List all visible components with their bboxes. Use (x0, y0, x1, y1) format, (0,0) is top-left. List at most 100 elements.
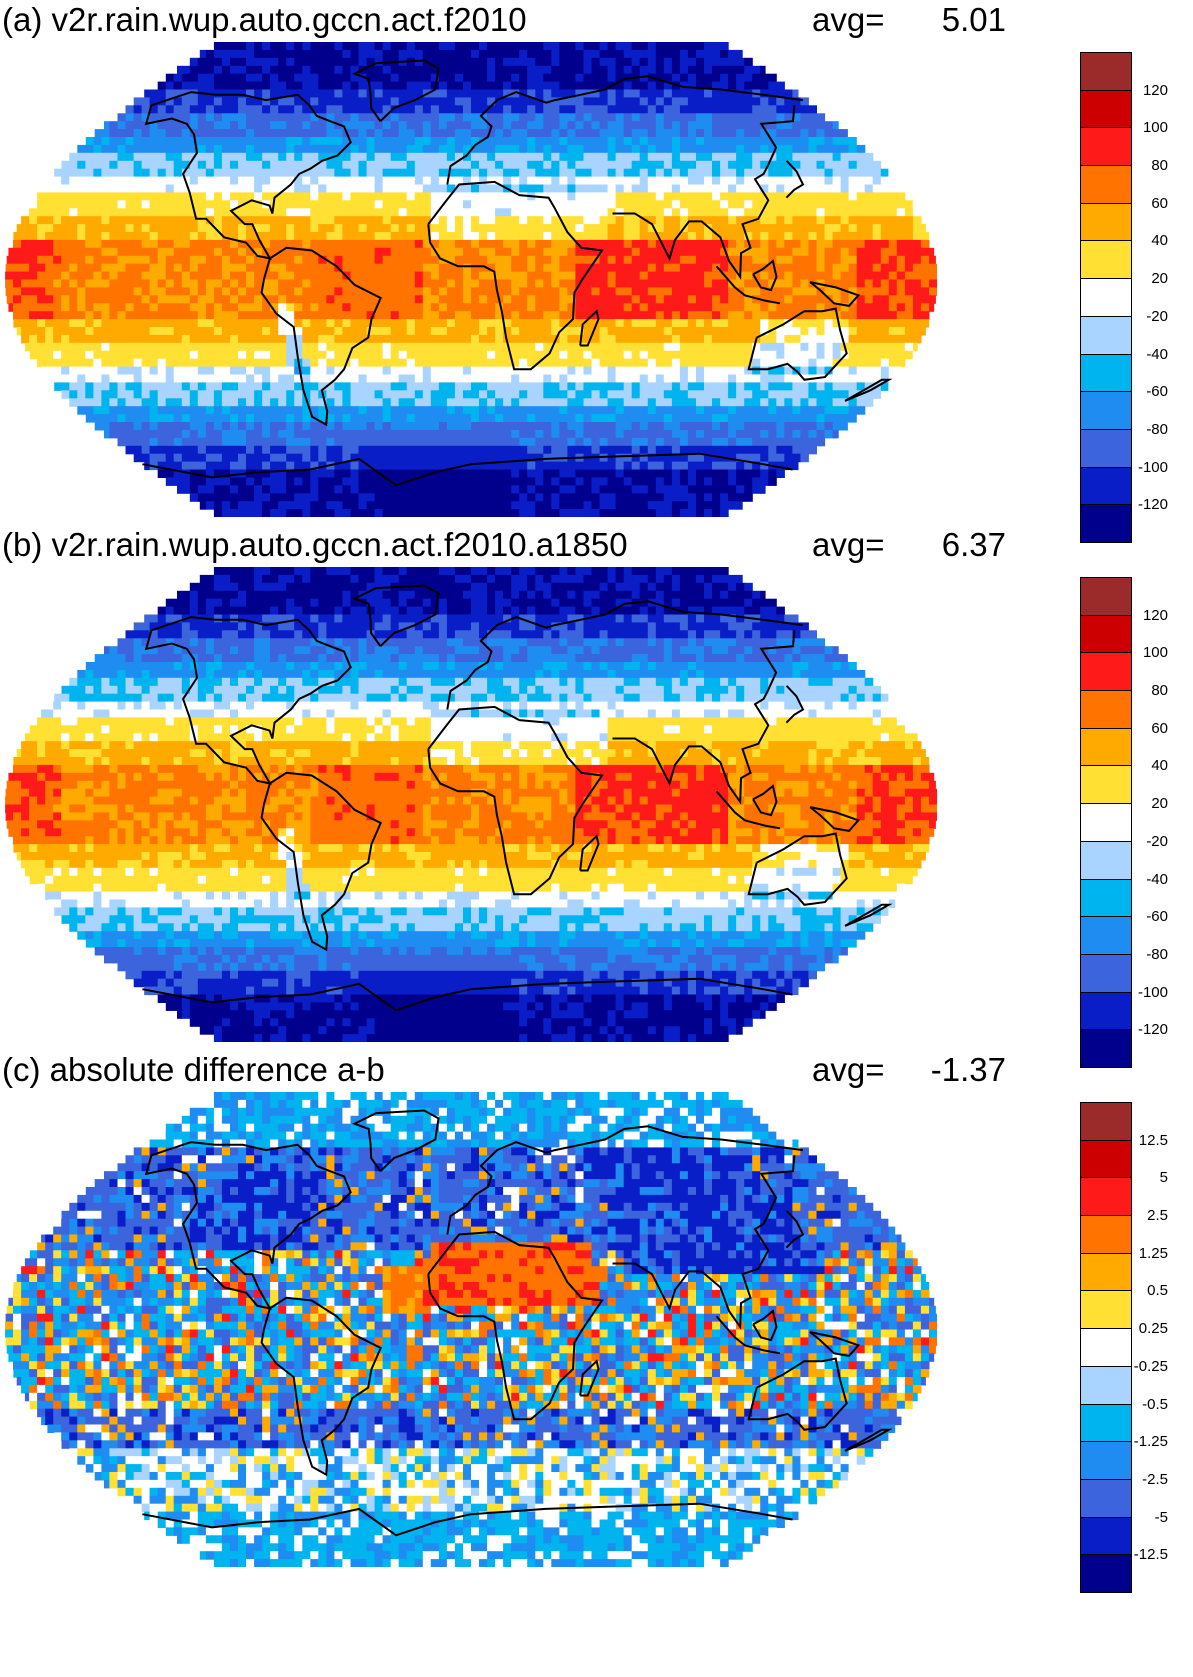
colorbar-swatch (1080, 1029, 1132, 1068)
colorbar-swatch (1080, 504, 1132, 543)
colorbar-swatch (1080, 202, 1132, 242)
colorbar (1080, 1102, 1134, 1593)
panel-b: (b) v2r.rain.wup.auto.gccn.act.f2010.a18… (0, 525, 1193, 1083)
coastline-5 (260, 771, 382, 952)
coastline-7 (142, 1502, 793, 1537)
colorbar-label: 40 (1151, 757, 1168, 775)
colorbar-label: -40 (1146, 345, 1168, 363)
coastline-12 (715, 790, 781, 830)
map-b (5, 567, 937, 1042)
colorbar-label: -100 (1137, 983, 1168, 1001)
coastline-4 (144, 1141, 352, 1310)
coastline-11 (752, 1309, 778, 1342)
coastline-0 (446, 600, 804, 710)
avg-value: 5.01 (941, 1, 1006, 38)
coastline-8 (579, 309, 600, 347)
colorbar-label: -20 (1146, 832, 1168, 850)
panel-c: (c) absolute difference a-b avg= -1.37 12.5… (0, 1050, 1193, 1608)
coastline-13 (809, 1331, 861, 1357)
colorbar-label: 100 (1142, 119, 1168, 137)
coastline-1 (427, 180, 604, 371)
colorbar-label: 12.5 (1138, 1131, 1168, 1149)
coastline-1 (427, 705, 604, 896)
colorbar-swatch (1080, 1516, 1132, 1556)
coastline-9 (785, 160, 805, 199)
colorbar-label: 100 (1142, 644, 1168, 662)
coastline-7 (142, 452, 793, 487)
coastline-2 (612, 1155, 796, 1330)
avg-label: avg= (812, 1, 885, 38)
avg-label: avg= (812, 526, 885, 563)
colorbar-swatch (1080, 916, 1132, 955)
coastline-5 (260, 246, 382, 427)
coastline-8 (579, 1359, 600, 1397)
colorbar-label: -5 (1154, 1508, 1168, 1526)
colorbar-label: 0.25 (1138, 1320, 1168, 1338)
coastline-11 (752, 784, 778, 817)
panel-title: (c) absolute difference a-b (2, 1051, 385, 1088)
coastline-10 (844, 1428, 893, 1452)
colorbar-label: -100 (1137, 458, 1168, 476)
colorbar-swatch (1080, 89, 1132, 129)
avg-value: 6.37 (941, 526, 1006, 563)
colorbar-label: -120 (1137, 1021, 1168, 1039)
colorbar (1080, 577, 1134, 1068)
coastline-4 (144, 91, 352, 260)
colorbar-label: -60 (1146, 383, 1168, 401)
colorbar-label: 120 (1142, 606, 1168, 624)
coastline-0 (446, 75, 804, 185)
colorbar-swatch (1080, 991, 1132, 1031)
colorbar-swatch (1080, 466, 1132, 506)
colorbar-label: 60 (1151, 194, 1168, 212)
colorbar-label: 60 (1151, 719, 1168, 737)
panel-title: (b) v2r.rain.wup.auto.gccn.act.f2010.a18… (2, 526, 628, 563)
colorbar-label: -0.25 (1133, 1357, 1168, 1375)
colorbar-swatch (1080, 52, 1132, 91)
colorbar-label: -12.5 (1133, 1546, 1168, 1564)
coastline-3 (747, 307, 848, 381)
colorbar-label: -2.5 (1142, 1470, 1168, 1488)
coastline-4 (144, 616, 352, 785)
colorbar-swatch (1080, 428, 1132, 468)
map-c (5, 1092, 937, 1567)
colorbar-swatch (1080, 765, 1132, 805)
coastline-2 (612, 105, 796, 280)
colorbar-label: -80 (1146, 420, 1168, 438)
colorbar-label: 1.25 (1138, 1244, 1168, 1262)
colorbar-label: 5 (1159, 1169, 1168, 1187)
colorbar-label: 120 (1142, 81, 1168, 99)
coastline-10 (844, 903, 893, 927)
colorbar-label: 20 (1151, 795, 1168, 813)
colorbar-label: 0.5 (1147, 1282, 1168, 1300)
colorbar-label: 20 (1151, 270, 1168, 288)
coastline-12 (715, 1315, 781, 1355)
colorbar-swatch (1080, 1177, 1132, 1217)
colorbar-swatch (1080, 1554, 1132, 1593)
coastline-3 (747, 1357, 848, 1431)
avg-label: avg= (812, 1051, 885, 1088)
coastline-5 (260, 1296, 382, 1477)
colorbar-swatch (1080, 1290, 1132, 1330)
coastline-3 (747, 832, 848, 906)
colorbar-label: -80 (1146, 945, 1168, 963)
colorbar-swatch (1080, 1478, 1132, 1518)
colorbar-swatch (1080, 953, 1132, 993)
coastline-1 (427, 1230, 604, 1421)
coastline-7 (142, 977, 793, 1012)
colorbar-label: -40 (1146, 870, 1168, 888)
coastline-6 (351, 59, 440, 122)
avg-value: -1.37 (930, 1051, 1006, 1088)
coastline-13 (809, 806, 861, 832)
coastline-9 (785, 685, 805, 724)
colorbar-swatch (1080, 652, 1132, 692)
coastline-2 (612, 630, 796, 805)
coastline-11 (752, 259, 778, 292)
colorbar-label: 80 (1151, 682, 1168, 700)
coastline-0 (446, 1125, 804, 1235)
colorbar-label: 40 (1151, 232, 1168, 250)
colorbar-swatch (1080, 1252, 1132, 1292)
panel-a: (a) v2r.rain.wup.auto.gccn.act.f2010 avg=… (0, 0, 1193, 558)
colorbar-label: -20 (1146, 307, 1168, 325)
colorbar-swatch (1080, 1328, 1132, 1367)
colorbar-swatch (1080, 840, 1132, 880)
